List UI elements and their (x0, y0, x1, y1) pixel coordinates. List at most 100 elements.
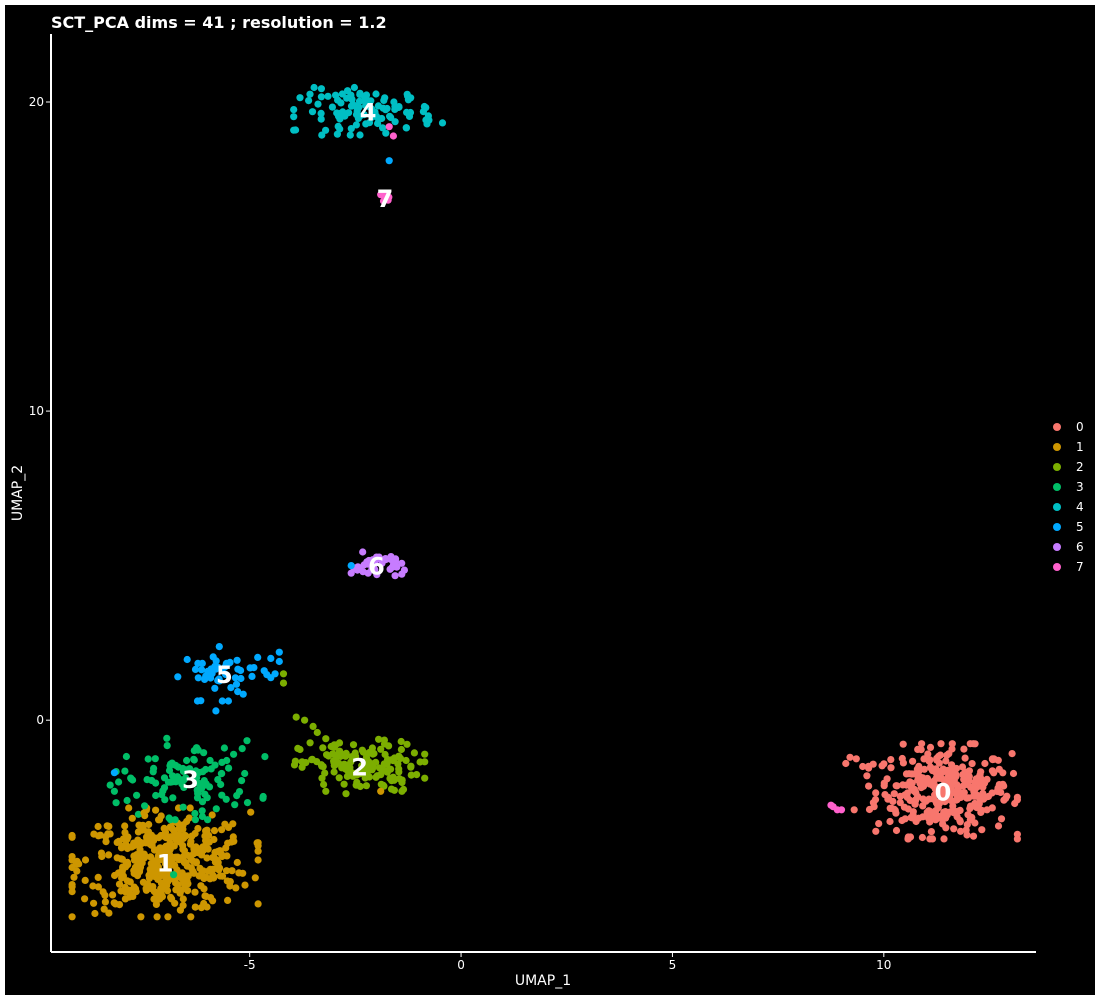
point-cluster-5 (260, 667, 268, 675)
point-cluster-3 (204, 816, 212, 824)
point-cluster-0 (914, 776, 922, 784)
point-cluster-0 (963, 794, 971, 802)
point-cluster-1 (203, 903, 211, 911)
point-cluster-5 (254, 653, 262, 662)
point-cluster-1 (118, 869, 126, 877)
point-cluster-2 (385, 765, 393, 773)
point-cluster-2 (387, 785, 396, 793)
cluster-label-1: 1 (157, 849, 174, 877)
point-cluster-0 (911, 797, 920, 805)
legend-label-1: 1 (1076, 440, 1084, 454)
point-cluster-3 (149, 768, 157, 776)
point-cluster-2 (290, 761, 299, 769)
point-cluster-1 (137, 913, 145, 921)
point-cluster-4 (372, 90, 380, 98)
point-cluster-0 (975, 772, 984, 780)
point-cluster-1 (254, 900, 262, 908)
point-cluster-3 (194, 746, 202, 754)
point-cluster-5 (198, 666, 206, 674)
legend-key-1 (1053, 443, 1061, 451)
point-cluster-3 (165, 814, 173, 822)
point-cluster-1 (176, 906, 184, 914)
point-cluster-0 (893, 782, 901, 790)
point-cluster-4 (346, 131, 354, 139)
point-cluster-2 (396, 754, 405, 763)
point-cluster-0 (926, 818, 934, 826)
point-cluster-0 (968, 760, 976, 768)
point-cluster-0 (870, 803, 878, 811)
point-cluster-2 (398, 776, 406, 784)
point-cluster-6 (391, 572, 399, 580)
point-cluster-4 (318, 131, 326, 139)
point-cluster-4 (360, 111, 368, 119)
point-cluster-0 (948, 761, 956, 769)
point-cluster-6 (400, 566, 408, 574)
point-cluster-0 (941, 798, 949, 806)
point-cluster-1 (109, 891, 117, 899)
cluster-labels: 0 1 2 3 4 5 6 7 (157, 98, 952, 877)
point-cluster-1 (241, 881, 249, 889)
point-cluster-0 (962, 826, 970, 834)
point-cluster-3 (200, 777, 208, 785)
point-cluster-4 (352, 121, 360, 129)
point-cluster-0 (924, 750, 932, 758)
point-cluster-0 (850, 806, 858, 814)
x-tick-label: -5 (244, 958, 256, 972)
point-cluster-0 (934, 812, 942, 820)
point-cluster-2 (410, 749, 418, 757)
point-cluster-1 (163, 882, 171, 890)
point-cluster-1 (203, 854, 211, 862)
point-cluster-2 (330, 741, 338, 749)
point-cluster-2 (324, 752, 333, 760)
point-cluster-5 (211, 684, 219, 692)
point-cluster-1 (187, 864, 195, 872)
point-cluster-3 (191, 809, 199, 818)
point-cluster-5 (239, 690, 247, 698)
point-cluster-0 (963, 821, 971, 829)
point-cluster-0 (852, 755, 860, 763)
point-cluster-3 (217, 770, 225, 778)
point-cluster-0 (915, 814, 923, 822)
point-cluster-5 (234, 665, 242, 673)
point-cluster-1 (113, 854, 121, 862)
legend-label-6: 6 (1076, 540, 1084, 554)
point-cluster-2 (342, 790, 350, 798)
point-cluster-1 (168, 824, 176, 833)
point-cluster-0 (910, 814, 918, 822)
point-cluster-0 (946, 772, 955, 780)
point-cluster-0 (978, 826, 986, 834)
point-cluster-0 (984, 792, 993, 801)
point-cluster-0 (994, 784, 1002, 792)
point-cluster-1 (102, 833, 110, 841)
point-cluster-3 (200, 749, 208, 757)
point-cluster-0 (953, 796, 961, 804)
point-cluster-4 (382, 106, 390, 114)
point-cluster-3 (235, 788, 244, 796)
legend-key-5 (1053, 523, 1061, 531)
point-cluster-1 (377, 787, 385, 795)
point-cluster-0 (948, 745, 956, 753)
point-cluster-3 (163, 734, 171, 742)
point-cluster-2 (384, 757, 392, 765)
point-cluster-1 (203, 838, 211, 846)
chart-title: SCT_PCA dims = 41 ; resolution = 1.2 (51, 13, 387, 32)
point-cluster-4 (317, 109, 325, 117)
point-cluster-1 (150, 857, 158, 865)
point-cluster-6 (373, 571, 381, 579)
point-cluster-1 (145, 874, 154, 882)
point-cluster-1 (154, 875, 162, 884)
point-cluster-7 (379, 197, 388, 205)
point-cluster-1 (226, 882, 234, 890)
point-cluster-5 (201, 675, 209, 684)
point-cluster-3 (160, 784, 169, 792)
point-cluster-0 (896, 799, 904, 807)
point-cluster-1 (179, 841, 187, 850)
point-cluster-0 (988, 767, 997, 775)
point-cluster-2 (279, 670, 288, 678)
point-cluster-5 (191, 665, 200, 674)
point-cluster-1 (158, 868, 167, 876)
legend-label-3: 3 (1076, 480, 1084, 494)
point-cluster-4 (381, 94, 389, 102)
point-cluster-0 (875, 820, 883, 828)
point-cluster-7 (385, 193, 393, 201)
